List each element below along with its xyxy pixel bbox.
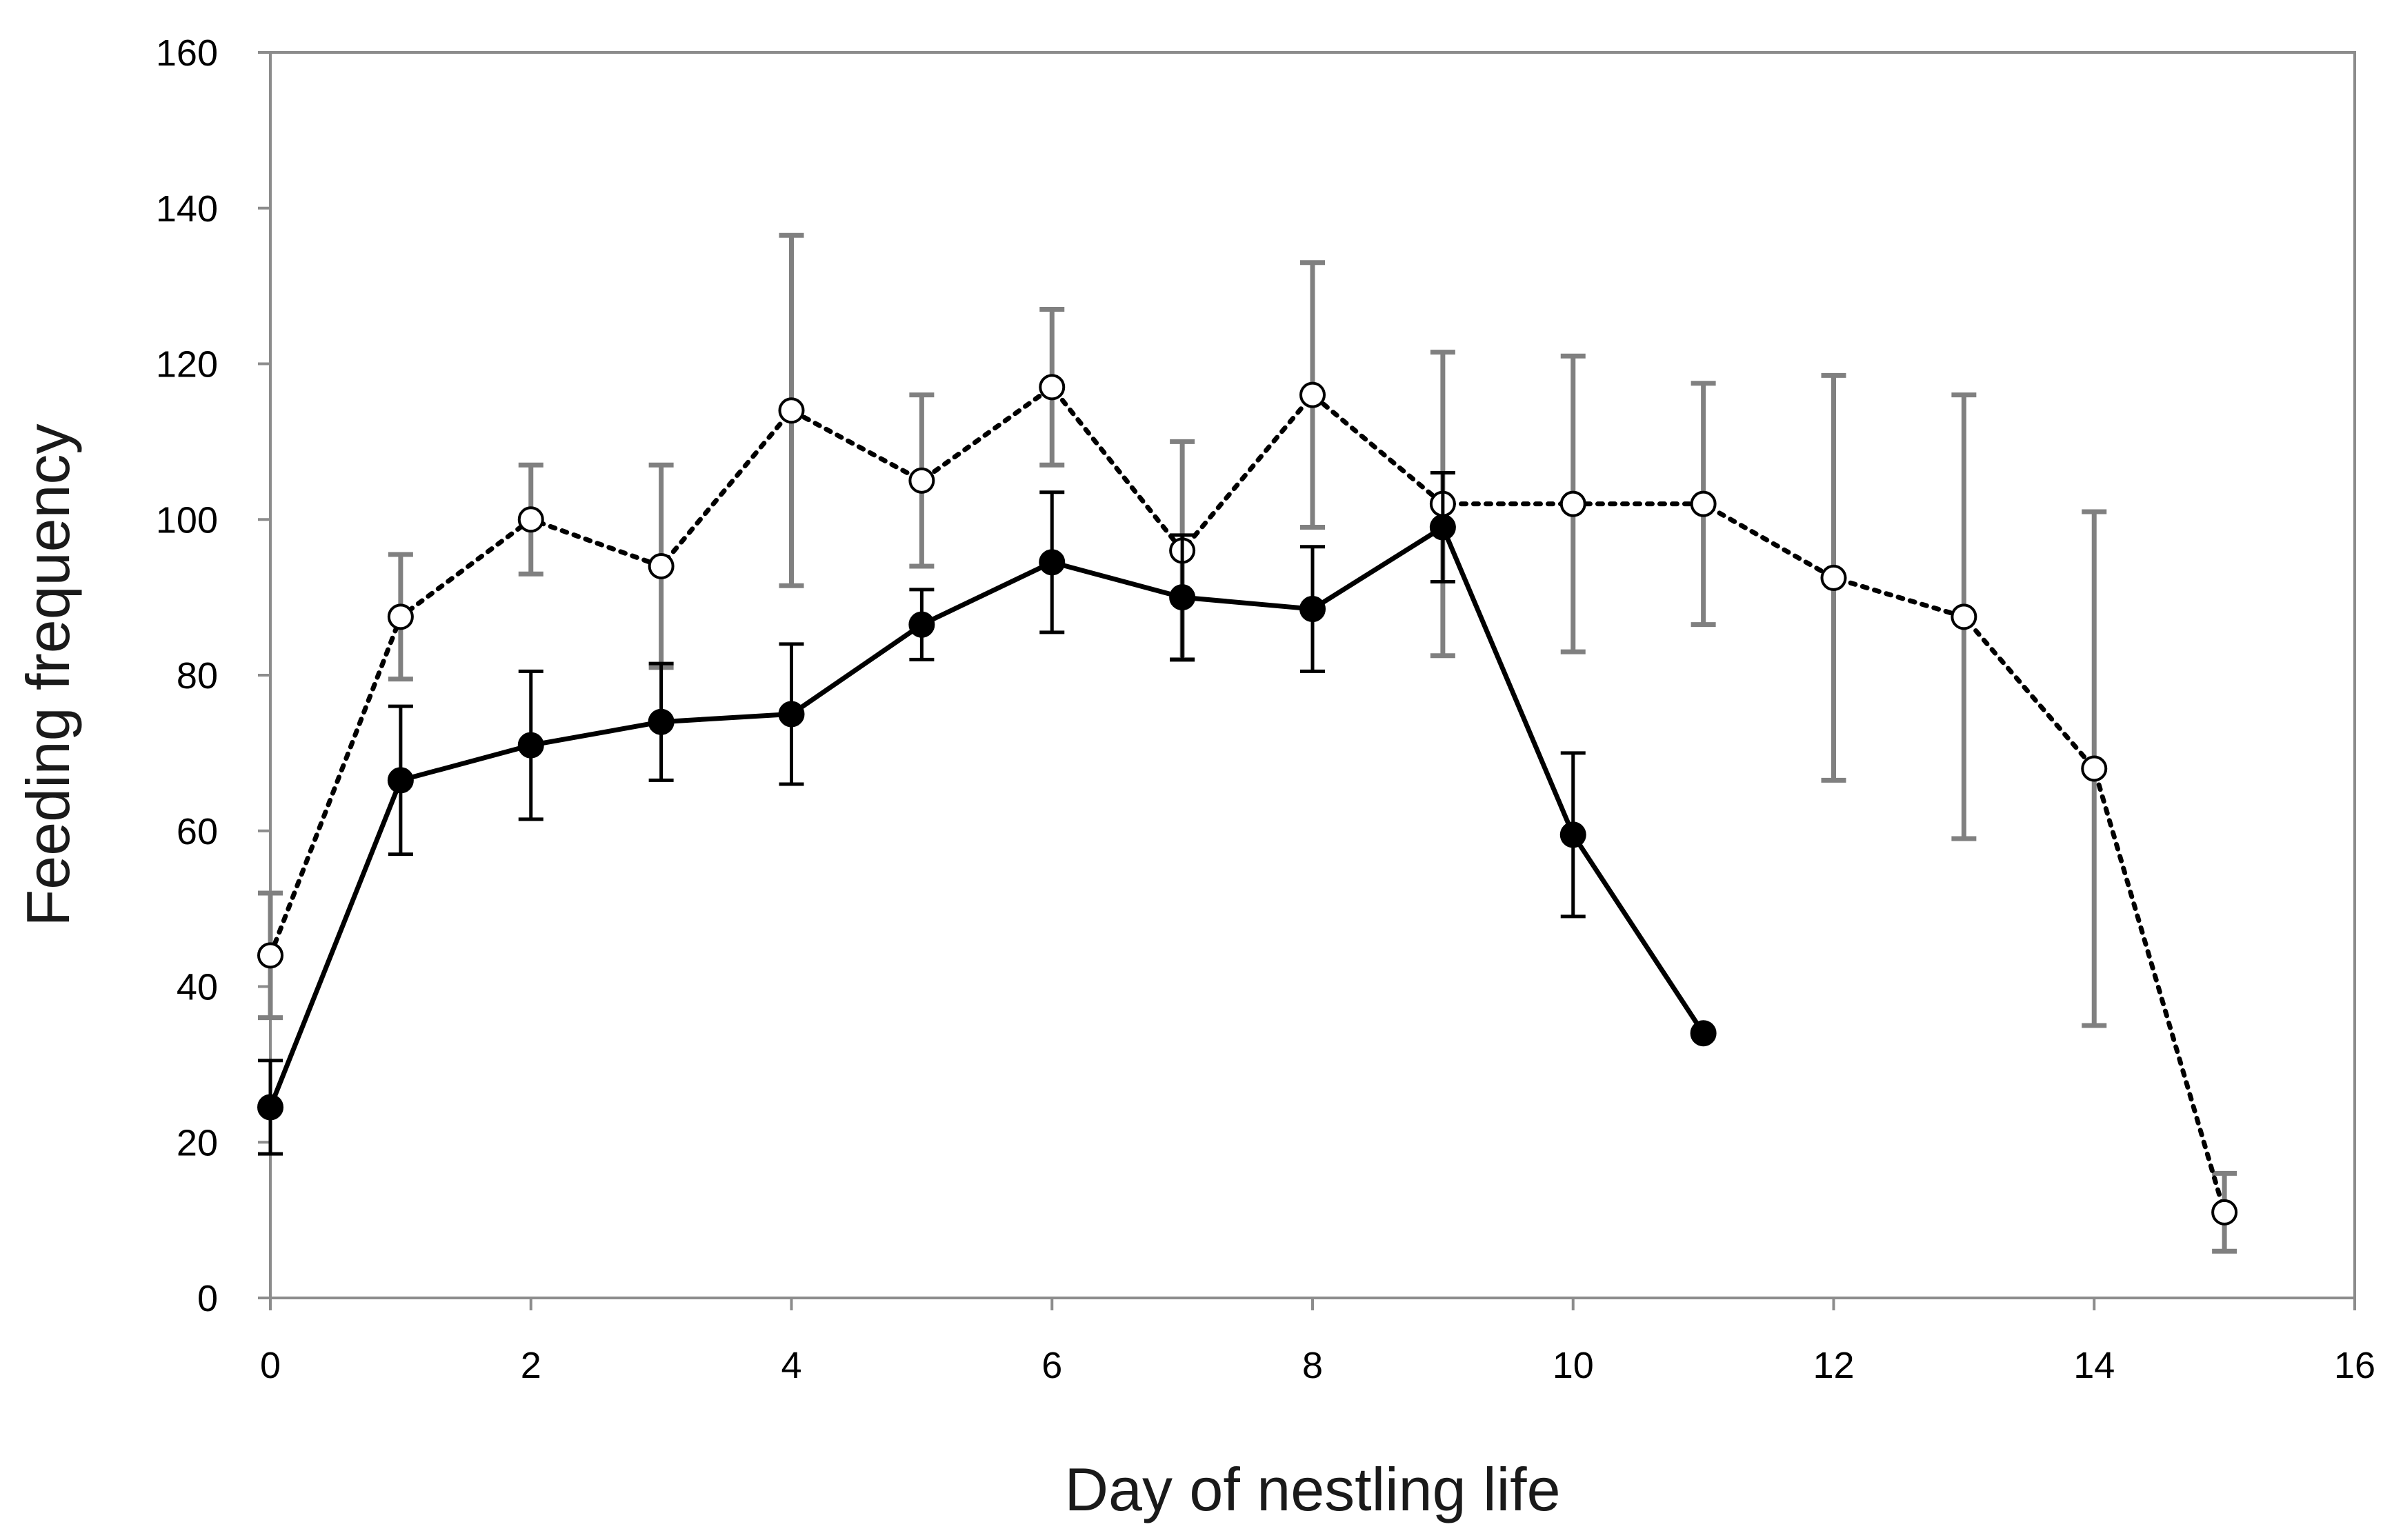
y-tick-label: 20 <box>177 1122 218 1163</box>
y-tick-label: 160 <box>156 32 218 74</box>
data-point <box>387 603 414 630</box>
y-tick-label: 40 <box>177 967 218 1008</box>
data-point <box>908 467 935 494</box>
data-point <box>1429 514 1456 541</box>
data-point <box>1951 603 1977 630</box>
y-tick-label: 0 <box>197 1278 218 1319</box>
axis-ticks <box>258 51 2356 1310</box>
y-tick-label: 120 <box>156 344 218 386</box>
data-point <box>257 1094 283 1121</box>
x-tick-label: 0 <box>260 1345 281 1386</box>
data-point <box>648 708 675 735</box>
plot-area-frame <box>269 51 2356 1299</box>
y-tick-label: 100 <box>156 499 218 541</box>
x-tick-label: 12 <box>1813 1345 1854 1386</box>
x-tick-label: 4 <box>781 1345 801 1386</box>
data-point <box>648 552 675 579</box>
data-point <box>1559 821 1586 848</box>
y-tick-label: 60 <box>177 811 218 852</box>
series-line <box>268 525 1706 1108</box>
x-tick-label: 10 <box>1553 1345 1594 1386</box>
data-point <box>908 611 935 638</box>
data-point <box>1169 584 1196 611</box>
data-point <box>1039 374 1066 401</box>
y-tick-label: 80 <box>177 655 218 697</box>
x-tick-labels: 0 2 4 6 8 10 12 14 16 <box>260 1345 2375 1386</box>
data-point <box>1299 381 1326 408</box>
data-point <box>517 732 544 759</box>
x-tick-label: 16 <box>2334 1345 2375 1386</box>
y-axis-title: Feeding frequency <box>14 424 82 927</box>
series-open-circles <box>257 232 2238 1254</box>
data-point <box>778 701 805 728</box>
data-point <box>517 506 544 533</box>
x-tick-label: 2 <box>521 1345 541 1386</box>
data-point <box>778 397 805 424</box>
x-tick-label: 6 <box>1041 1345 1062 1386</box>
series-line <box>268 384 2227 1215</box>
data-point <box>1820 564 1847 591</box>
data-point <box>1039 549 1066 576</box>
y-tick-label: 140 <box>156 188 218 230</box>
data-point <box>257 942 283 969</box>
data-point <box>1299 596 1326 623</box>
data-point <box>2081 755 2108 782</box>
x-axis-title: Day of nestling life <box>1064 1455 1560 1523</box>
x-tick-label: 14 <box>2073 1345 2115 1386</box>
data-point <box>387 767 414 794</box>
data-point <box>1690 490 1717 517</box>
data-point <box>2211 1199 2238 1226</box>
series-layer <box>257 232 2238 1254</box>
series-filled-circles <box>257 471 1717 1156</box>
data-point <box>1559 490 1586 517</box>
x-tick-label: 8 <box>1302 1345 1323 1386</box>
y-tick-labels: 0 20 40 60 80 100 120 140 160 <box>156 32 218 1319</box>
data-point <box>1690 1020 1717 1047</box>
